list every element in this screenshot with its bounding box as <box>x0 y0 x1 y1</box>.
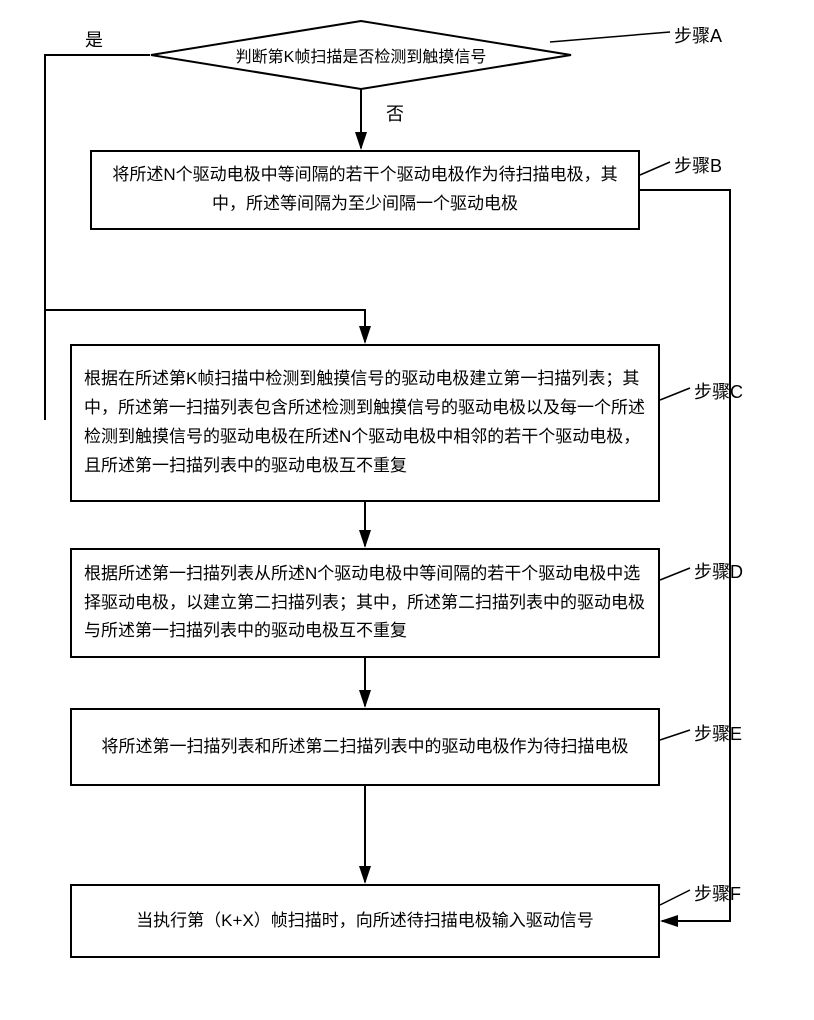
process-f-text: 当执行第（K+X）帧扫描时，向所述待扫描电极输入驱动信号 <box>136 907 594 936</box>
label-step-e: 步骤E <box>694 720 742 746</box>
process-step-e: 将所述第一扫描列表和所述第二扫描列表中的驱动电极作为待扫描电极 <box>70 708 660 786</box>
process-e-text: 将所述第一扫描列表和所述第二扫描列表中的驱动电极作为待扫描电极 <box>102 733 629 762</box>
label-step-a: 步骤A <box>674 22 722 48</box>
process-step-d: 根据所述第一扫描列表从所述N个驱动电极中等间隔的若干个驱动电极中选择驱动电极，以… <box>70 548 660 658</box>
process-c-text: 根据在所述第K帧扫描中检测到触摸信号的驱动电极建立第一扫描列表；其中，所述第一扫… <box>84 365 646 481</box>
decision-step-a: 判断第K帧扫描是否检测到触摸信号 <box>150 20 572 90</box>
process-step-f: 当执行第（K+X）帧扫描时，向所述待扫描电极输入驱动信号 <box>70 884 660 958</box>
label-step-b: 步骤B <box>674 152 722 178</box>
label-step-d: 步骤D <box>694 558 743 584</box>
label-step-c: 步骤C <box>694 378 743 404</box>
process-d-text: 根据所述第一扫描列表从所述N个驱动电极中等间隔的若干个驱动电极中选择驱动电极，以… <box>84 560 646 647</box>
process-step-b: 将所述N个驱动电极中等间隔的若干个驱动电极作为待扫描电极，其中，所述等间隔为至少… <box>90 150 640 230</box>
decision-text: 判断第K帧扫描是否检测到触摸信号 <box>236 43 487 67</box>
process-b-text: 将所述N个驱动电极中等间隔的若干个驱动电极作为待扫描电极，其中，所述等间隔为至少… <box>104 161 626 219</box>
process-step-c: 根据在所述第K帧扫描中检测到触摸信号的驱动电极建立第一扫描列表；其中，所述第一扫… <box>70 344 660 502</box>
flowchart-canvas: 判断第K帧扫描是否检测到触摸信号 将所述N个驱动电极中等间隔的若干个驱动电极作为… <box>10 20 804 1000</box>
label-step-f: 步骤F <box>694 880 741 906</box>
label-yes: 是 <box>85 26 103 52</box>
label-no: 否 <box>386 100 404 126</box>
